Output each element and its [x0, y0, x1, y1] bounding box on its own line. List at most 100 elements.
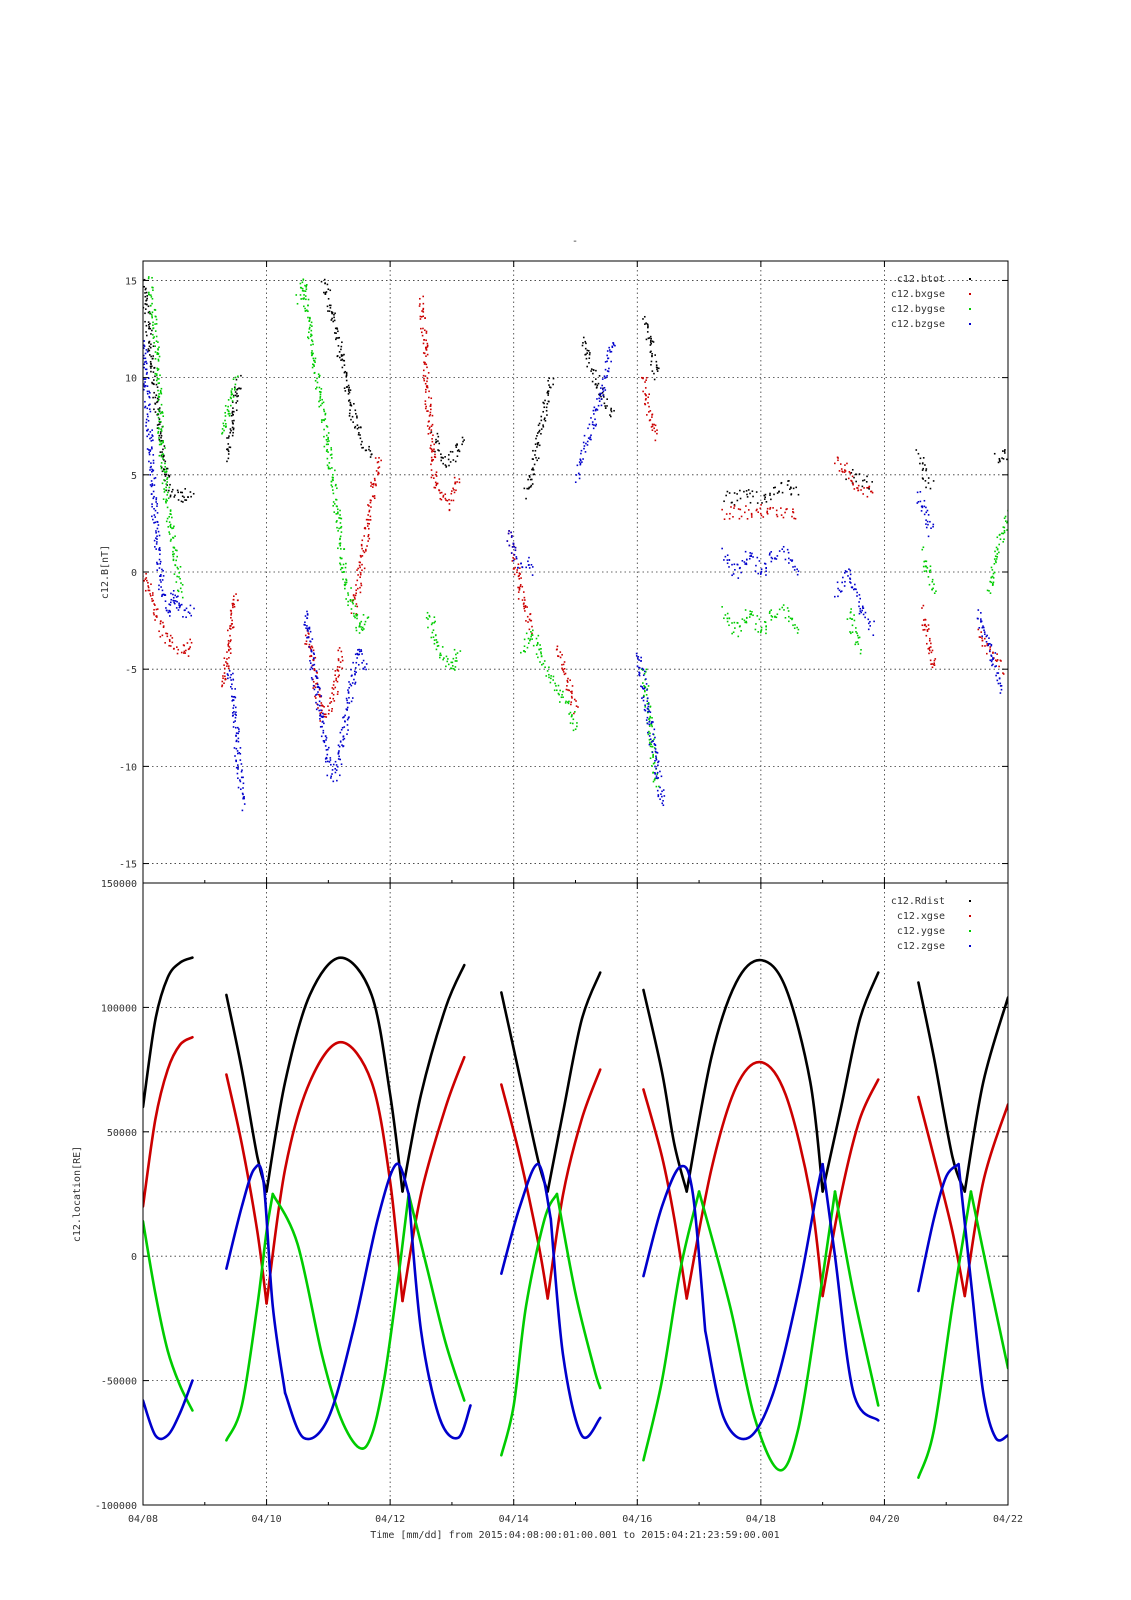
data-point: [599, 394, 601, 397]
data-point: [656, 368, 658, 371]
data-point: [166, 494, 168, 496]
legend-swatch: [969, 915, 971, 917]
data-point: [933, 592, 936, 594]
data-point: [654, 430, 656, 433]
data-point: [303, 294, 305, 296]
data-point: [646, 689, 648, 691]
data-point: [860, 489, 862, 491]
data-point: [308, 633, 310, 635]
data-point: [433, 642, 436, 645]
data-point: [921, 624, 924, 627]
data-point: [645, 683, 648, 685]
data-point: [609, 414, 611, 416]
data-point: [931, 649, 934, 652]
data-point: [778, 490, 780, 493]
data-point: [597, 382, 600, 385]
data-point: [441, 646, 444, 648]
data-point: [347, 717, 350, 719]
data-point: [657, 761, 659, 764]
data-point: [151, 515, 153, 518]
data-point: [647, 396, 649, 399]
data-point: [770, 615, 773, 617]
data-point: [429, 411, 432, 414]
data-point: [1003, 450, 1006, 453]
data-point: [236, 772, 239, 775]
data-point: [435, 484, 438, 487]
data-point: [151, 297, 154, 300]
data-point: [340, 525, 343, 528]
data-point: [324, 412, 327, 415]
data-point: [739, 508, 742, 511]
data-point: [350, 418, 352, 421]
data-point: [610, 360, 612, 363]
data-point: [151, 600, 154, 602]
data-point: [786, 607, 789, 609]
data-point: [159, 432, 162, 435]
data-point: [857, 484, 860, 487]
data-point: [552, 377, 555, 380]
data-point: [366, 525, 369, 527]
data-point: [871, 491, 874, 494]
data-point: [596, 384, 599, 387]
data-point: [354, 653, 357, 656]
data-point: [159, 579, 162, 581]
data-point: [184, 488, 187, 490]
data-point: [611, 346, 614, 349]
data-point: [647, 337, 650, 340]
data-point: [647, 685, 650, 687]
data-point: [924, 464, 926, 466]
data-point: [750, 554, 752, 557]
data-point: [221, 684, 224, 687]
data-point: [528, 564, 530, 566]
data-point: [1004, 515, 1007, 518]
data-point: [336, 779, 338, 782]
data-point: [645, 376, 648, 379]
data-point: [360, 426, 362, 429]
data-point: [235, 747, 238, 750]
data-point: [158, 418, 161, 420]
data-point: [183, 650, 186, 653]
data-point: [157, 368, 160, 371]
data-point: [158, 575, 161, 577]
data-point: [322, 731, 325, 734]
data-point: [143, 388, 145, 391]
data-point: [656, 771, 659, 774]
data-point: [155, 543, 158, 545]
data-point: [445, 665, 447, 668]
data-point: [169, 611, 171, 613]
data-point: [452, 459, 455, 461]
data-point: [359, 561, 361, 564]
data-point: [442, 462, 444, 465]
data-point: [332, 684, 335, 686]
data-point: [151, 483, 154, 485]
data-point: [523, 602, 525, 605]
data-point: [160, 411, 163, 414]
data-point: [157, 348, 159, 351]
data-point: [922, 629, 925, 631]
data-point: [224, 426, 227, 428]
data-point: [156, 378, 159, 380]
data-point: [326, 457, 329, 460]
data-point: [172, 527, 175, 529]
data-point: [982, 625, 984, 627]
data-point: [234, 383, 237, 386]
data-point: [177, 590, 180, 593]
data-point: [554, 682, 556, 685]
data-point: [331, 773, 333, 775]
data-point: [530, 564, 533, 566]
data-point: [921, 548, 924, 551]
series-c12-btot: [143, 278, 1008, 506]
data-point: [992, 652, 994, 654]
data-point: [229, 396, 232, 399]
data-point: [932, 523, 935, 526]
data-point: [187, 648, 190, 651]
data-point: [343, 359, 346, 362]
data-point: [361, 653, 363, 655]
data-point: [641, 697, 643, 699]
data-point: [310, 339, 313, 341]
data-point: [424, 361, 426, 364]
data-point: [751, 610, 753, 613]
data-point: [152, 337, 155, 339]
data-point: [166, 476, 169, 479]
data-point: [723, 500, 725, 503]
